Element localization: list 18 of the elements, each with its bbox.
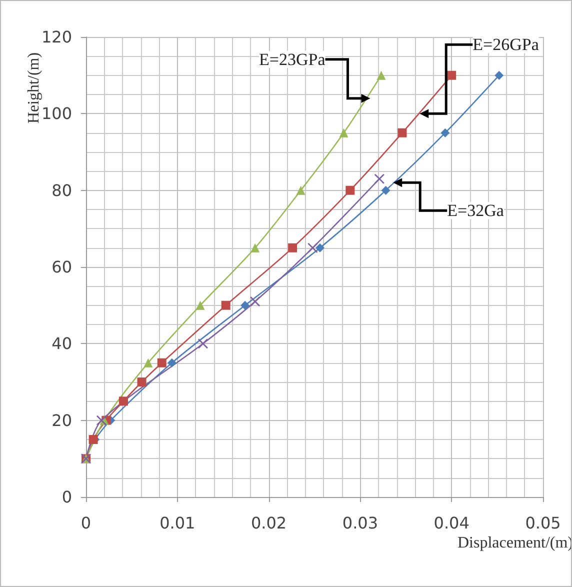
annotation: E=23GPa (259, 50, 326, 69)
x-tick-label: 0.03 (342, 514, 378, 532)
y-tick-label: 0 (62, 488, 72, 506)
y-tick-label: 100 (41, 104, 72, 124)
y-tick-label: 40 (52, 334, 72, 354)
x-tick-label: 0.01 (160, 514, 196, 532)
x-tick-label: 0 (80, 514, 92, 532)
y-tick-label: 60 (52, 258, 72, 276)
annotation: E=32Ga (447, 201, 504, 220)
annotation: E=26GPa (472, 35, 540, 54)
x-tick-label: 0.04 (434, 514, 470, 532)
x-axis-title: Displacement/(m) (457, 534, 572, 552)
y-tick-label: 20 (52, 410, 72, 430)
x-tick-label: 0.02 (250, 514, 287, 532)
y-tick-label: 120 (41, 28, 72, 46)
y-tick-label: 80 (52, 180, 72, 200)
y-axis-title: Height/(m) (26, 52, 42, 124)
x-tick-label: 0.05 (525, 514, 561, 532)
